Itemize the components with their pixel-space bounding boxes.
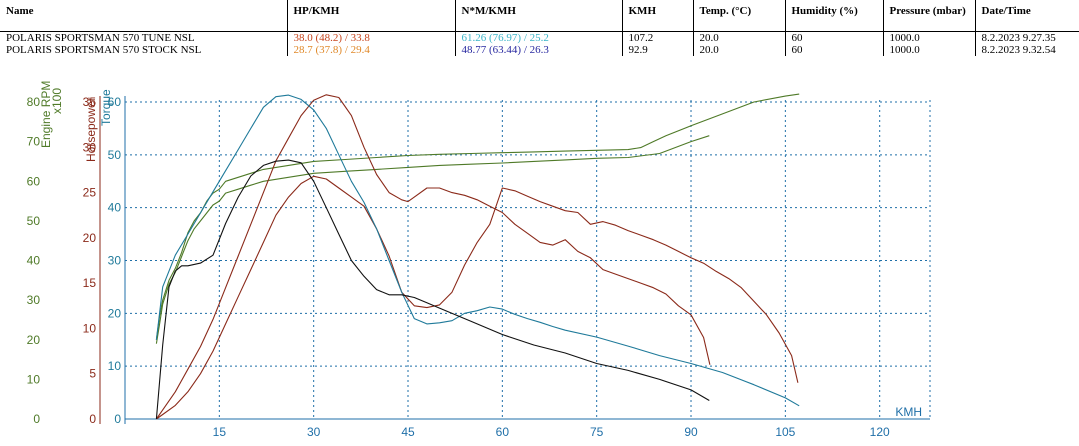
horsepower-tick-label: 20 [83, 231, 97, 245]
torque-axis-title: Torque [99, 89, 113, 126]
table-header-row: Name HP/KMH N*M/KMH KMH Temp. (°C) Humid… [0, 0, 1079, 32]
nm-kmh-value: 25.2 [529, 32, 549, 44]
run-humidity: 60 [785, 44, 884, 56]
hp-value: 38.0 (48.2) [293, 32, 343, 44]
run-nm: 61.26 (76.97) / 25.2 [455, 31, 623, 44]
nm-value: 48.77 (63.44) [461, 44, 522, 56]
run-name: POLARIS SPORTSMAN 570 TUNE NSL [0, 31, 288, 44]
x-tick-label: 75 [590, 425, 604, 439]
nm-value: 61.26 (76.97) [461, 32, 522, 44]
torque-tick-label: 60 [108, 95, 122, 109]
torque-tick-label: 30 [108, 254, 122, 268]
header-pressure: Pressure (mbar) [883, 0, 976, 32]
rpm-tick-label: 60 [27, 174, 41, 188]
x-tick-label: 105 [775, 425, 795, 439]
series-line-torque-tune [155, 94, 800, 407]
series-line-horsepower-stock [156, 175, 799, 420]
run-kmh: 107.2 [622, 31, 694, 44]
horsepower-tick-label: 30 [83, 140, 97, 154]
x-axis-title: KMH [895, 405, 922, 419]
table-row[interactable]: POLARIS SPORTSMAN 570 TUNE NSL 38.0 (48.… [0, 31, 1079, 44]
rpm-axis-title: Engine RPM [39, 81, 53, 148]
x-tick-label: 90 [684, 425, 698, 439]
horsepower-tick-label: 25 [83, 186, 97, 200]
value-separator: / [521, 32, 530, 44]
horsepower-tick-label: 0 [89, 412, 96, 426]
x-tick-label: 120 [870, 425, 890, 439]
rpm-axis-unit: x100 [50, 88, 64, 114]
run-hp: 28.7 (37.8) / 29.4 [287, 44, 456, 56]
hp-kmh-value: 33.8 [350, 32, 370, 44]
horsepower-tick-label: 10 [83, 321, 97, 335]
axes: 15 30 45 60 75 90 105 120 0 10 20 30 40 50 60 0 5 10 15 20 2… [27, 95, 930, 439]
rpm-tick-label: 50 [27, 214, 41, 228]
rpm-tick-label: 40 [27, 254, 41, 268]
results-table: Name HP/KMH N*M/KMH KMH Temp. (°C) Humid… [0, 0, 1079, 56]
torque-tick-label: 20 [108, 306, 122, 320]
torque-tick-label: 50 [108, 148, 122, 162]
results-table-container: Name HP/KMH N*M/KMH KMH Temp. (°C) Humid… [0, 0, 1079, 56]
horsepower-axis-title: Horsepower [84, 97, 98, 162]
x-tick-label: 15 [213, 425, 227, 439]
run-datetime: 8.2.2023 9.32.54 [981, 44, 1056, 56]
header-humidity: Humidity (%) [785, 0, 884, 32]
run-hp: 38.0 (48.2) / 33.8 [287, 31, 456, 44]
run-datetime: 8.2.2023 9.27.35 [981, 32, 1056, 44]
rpm-tick-label: 20 [27, 333, 41, 347]
header-hp: HP/KMH [287, 0, 456, 32]
x-tick-label: 30 [307, 425, 321, 439]
run-temp: 20.0 [693, 44, 786, 56]
dyno-chart-svg: 15 30 45 60 75 90 105 120 0 10 20 30 40 50 60 0 5 10 15 20 2… [27, 81, 931, 439]
run-name: POLARIS SPORTSMAN 570 STOCK NSL [0, 44, 288, 56]
run-humidity: 60 [785, 31, 884, 44]
grid [125, 100, 931, 419]
value-separator: / [521, 44, 530, 56]
series [155, 93, 800, 420]
header-datetime: Date/Time [975, 0, 1079, 32]
run-kmh: 92.9 [622, 44, 694, 56]
torque-tick-label: 10 [108, 359, 122, 373]
horsepower-tick-label: 35 [83, 95, 97, 109]
torque-tick-label: 0 [114, 412, 121, 426]
dyno-chart: 15 30 45 60 75 90 105 120 0 10 20 30 40 50 60 0 5 10 15 20 2… [0, 80, 1079, 441]
run-temp: 20.0 [693, 31, 786, 44]
nm-kmh-value: 26.3 [529, 44, 549, 56]
horsepower-tick-label: 5 [89, 367, 96, 381]
series-line-engine-rpm-tune [155, 93, 800, 340]
value-separator: / [342, 44, 351, 56]
rpm-tick-label: 0 [33, 412, 40, 426]
run-pressure: 1000.0 [883, 31, 976, 44]
header-name: Name [0, 0, 288, 32]
table-row[interactable]: POLARIS SPORTSMAN 570 STOCK NSL 28.7 (37… [0, 44, 1079, 56]
hp-kmh-value: 29.4 [350, 44, 370, 56]
header-kmh: KMH [622, 0, 694, 32]
run-nm: 48.77 (63.44) / 26.3 [455, 44, 623, 56]
value-separator: / [342, 32, 351, 44]
rpm-tick-label: 80 [27, 95, 41, 109]
hp-value: 28.7 (37.8) [293, 44, 343, 56]
torque-tick-label: 40 [108, 201, 122, 215]
series-line-engine-rpm-stock [155, 135, 710, 344]
run-pressure: 1000.0 [883, 44, 976, 56]
series-line-torque-stock [155, 159, 710, 420]
header-nm: N*M/KMH [455, 0, 623, 32]
rpm-tick-label: 70 [27, 135, 41, 149]
rpm-tick-label: 10 [27, 372, 41, 386]
header-temp: Temp. (°C) [693, 0, 786, 32]
x-tick-label: 60 [496, 425, 510, 439]
horsepower-tick-label: 15 [83, 276, 97, 290]
series-line-horsepower-tune [155, 94, 711, 420]
x-tick-label: 45 [401, 425, 415, 439]
rpm-tick-label: 30 [27, 293, 41, 307]
